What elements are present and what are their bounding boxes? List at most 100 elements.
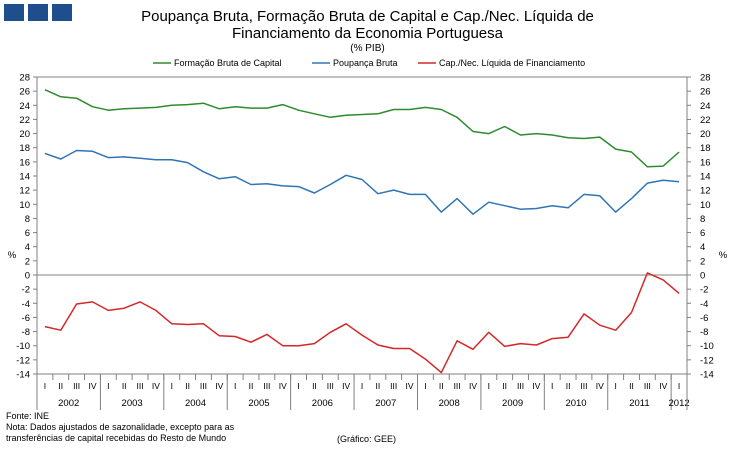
x-quarter-label: IV [279, 381, 287, 391]
y-tick-label-left: 4 [25, 242, 30, 253]
y-tick-label-right: 4 [700, 242, 705, 253]
x-quarter-label: I [488, 381, 490, 391]
x-quarter-label: I [107, 381, 109, 391]
y-tick-label-left: 12 [19, 186, 30, 197]
x-quarter-label: I [171, 381, 173, 391]
x-quarter-label: II [185, 381, 190, 391]
x-quarter-label: I [234, 381, 236, 391]
y-tick-label-right: 22 [700, 115, 711, 126]
x-quarter-label: II [502, 381, 507, 391]
y-tick-label-right: -2 [700, 285, 708, 296]
x-quarter-label: III [580, 381, 587, 391]
x-quarter-label: IV [469, 381, 477, 391]
plot-frame [36, 76, 688, 375]
x-quarter-label: III [200, 381, 207, 391]
x-quarter-label: III [644, 381, 651, 391]
x-quarter-label: II [375, 381, 380, 391]
series-line-2 [44, 272, 680, 374]
source-note: Fonte: INE [6, 411, 50, 421]
footnote-line1: Nota: Dados ajustados de sazonalidade, e… [6, 422, 235, 432]
y-tick-label-left: -8 [22, 327, 30, 338]
footnote-line2: transferências de capital recebidas do R… [6, 433, 227, 443]
legend-label-1: Poupança Bruta [333, 58, 398, 68]
y-tick-label-right: 0 [700, 271, 705, 282]
y-tick-label-right: 24 [700, 101, 711, 112]
x-year-label: 2009 [502, 398, 523, 409]
x-year-label: 2005 [248, 398, 269, 409]
x-year-label: 2008 [439, 398, 460, 409]
y-tick-label-right: 20 [700, 129, 711, 140]
y-tick-label-left: 0 [25, 271, 30, 282]
x-quarter-label: I [614, 381, 616, 391]
series-line-0 [44, 89, 680, 168]
y-tick-label-left: 8 [25, 214, 30, 225]
y-tick-label-left: -6 [22, 313, 30, 324]
y-tick-label-right: 12 [700, 186, 711, 197]
x-quarter-label: III [137, 381, 144, 391]
y-axis-label-right: % [719, 250, 728, 261]
x-quarter-label: II [58, 381, 63, 391]
series-line-1 [44, 149, 680, 215]
x-year-label: 2010 [565, 398, 586, 409]
x-quarter-label: III [517, 381, 524, 391]
x-quarter-label: IV [342, 381, 350, 391]
x-quarter-label: II [249, 381, 254, 391]
x-quarter-label: II [439, 381, 444, 391]
y-tick-label-right: -10 [700, 341, 714, 352]
y-tick-label-left: -4 [22, 299, 30, 310]
y-tick-label-right: 28 [700, 73, 711, 84]
x-quarter-label: I [44, 381, 46, 391]
logo [4, 4, 72, 21]
y-tick-label-right: 18 [700, 143, 711, 154]
y-tick-label-right: 8 [700, 214, 705, 225]
y-tick-label-right: 16 [700, 157, 711, 168]
x-year-label: 2007 [375, 398, 396, 409]
y-tick-label-left: 24 [19, 101, 30, 112]
x-quarter-label: II [566, 381, 571, 391]
y-tick-label-left: -10 [16, 341, 30, 352]
chart-title-line1: Poupança Bruta, Formação Bruta de Capita… [141, 8, 594, 25]
x-quarter-label: I [361, 381, 363, 391]
y-tick-label-right: -14 [700, 370, 714, 381]
y-tick-label-left: 14 [19, 172, 30, 183]
x-quarter-label: I [297, 381, 299, 391]
x-quarter-label: I [551, 381, 553, 391]
y-tick-label-right: -12 [700, 355, 714, 366]
x-quarter-label: I [424, 381, 426, 391]
x-quarter-label: III [263, 381, 270, 391]
x-quarter-label: II [122, 381, 127, 391]
x-quarter-label: IV [596, 381, 604, 391]
y-tick-label-right: -8 [700, 327, 708, 338]
y-tick-label-left: 28 [19, 73, 30, 84]
y-tick-label-right: -6 [700, 313, 708, 324]
x-year-label: 2003 [122, 398, 143, 409]
x-year-label: 2002 [58, 398, 79, 409]
x-quarter-label: IV [152, 381, 160, 391]
y-tick-label-left: -14 [16, 370, 30, 381]
y-tick-label-left: 22 [19, 115, 30, 126]
x-year-label: 2011 [629, 398, 649, 409]
x-quarter-label: IV [215, 381, 223, 391]
y-tick-label-left: 2 [25, 256, 30, 267]
x-year-label: 2006 [312, 398, 333, 409]
y-tick-label-left: -12 [16, 355, 30, 366]
y-tick-label-right: 14 [700, 172, 711, 183]
x-year-label: 2004 [185, 398, 206, 409]
chart-title-line2: Financiamento da Economia Portuguesa [232, 25, 503, 42]
y-tick-label-right: 6 [700, 228, 705, 239]
y-tick-label-left: 18 [19, 143, 30, 154]
chart-subtitle: (% PIB) [350, 43, 385, 54]
x-quarter-label: III [454, 381, 461, 391]
y-tick-label-left: 26 [19, 87, 30, 98]
y-tick-label-left: -2 [22, 285, 30, 296]
y-tick-label-right: 2 [700, 256, 705, 267]
x-quarter-label: II [312, 381, 317, 391]
x-quarter-label: I [678, 381, 680, 391]
chart-credit: (Gráfico: GEE) [337, 434, 397, 444]
x-quarter-label: II [629, 381, 634, 391]
x-quarter-label: IV [406, 381, 414, 391]
y-tick-label-left: 16 [19, 157, 30, 168]
x-quarter-label: IV [659, 381, 667, 391]
x-quarter-label: III [73, 381, 80, 391]
y-tick-label-right: 26 [700, 87, 711, 98]
